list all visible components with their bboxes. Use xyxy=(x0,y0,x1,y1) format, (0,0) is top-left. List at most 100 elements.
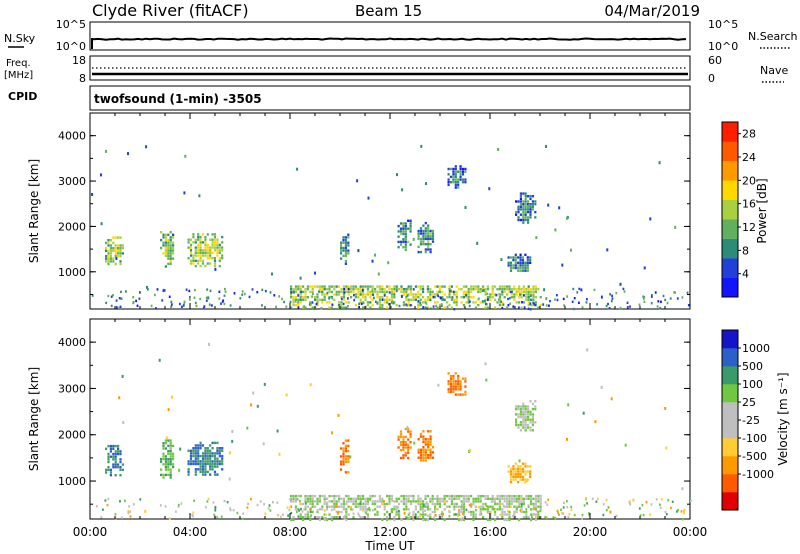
y-tick-label: 2000 xyxy=(58,220,86,233)
y-tick-label: 1000 xyxy=(58,475,86,488)
power-colorbar-swatch xyxy=(722,160,738,181)
frequency-panel: Freq. [MHz] 18 8 60 0 Nave xyxy=(4,54,788,85)
time-axis: 00:00 04:00 08:00 12:00 16:00 20:00 00:00 xyxy=(73,525,708,539)
power-colorbar-tick: 16 xyxy=(742,198,756,211)
velocity-panel: 4000 3000 2000 1000 Slant Range [km] 1000 50… xyxy=(27,318,790,522)
noise-panel: N.Sky 10^5 10^0 10^5 10^0 N.Search xyxy=(4,18,798,53)
x-tick-label: 08:00 xyxy=(273,525,308,539)
cpid-panel: CPID twofsound (1-min) -3505 xyxy=(8,85,691,111)
freq-left-tick-top: 18 xyxy=(72,54,86,67)
power-colorbar-tick: 24 xyxy=(742,151,756,164)
velocity-colorbar-tick: -500 xyxy=(742,450,767,463)
echo-region-1 xyxy=(160,439,175,479)
velocity-ylabel: Slant Range [km] xyxy=(27,367,41,471)
nave-right-tick-top: 60 xyxy=(708,54,722,67)
echo-region-2 xyxy=(187,441,224,476)
echo-region-6 xyxy=(447,372,467,396)
power-panel: 4000 3000 2000 1000 Slant Range [km] 28 24 20… xyxy=(27,112,769,311)
velocity-colorbar-swatch xyxy=(722,420,738,439)
power-colorbar-swatch xyxy=(722,122,738,142)
power-colorbar-tick: 12 xyxy=(742,221,756,234)
echo-region-9 xyxy=(290,494,542,522)
y-tick-label: 2000 xyxy=(58,429,86,442)
time-axis-label: Time UT xyxy=(364,539,415,553)
freq-left-tick-bottom: 8 xyxy=(79,72,86,85)
x-tick-label: 00:00 xyxy=(673,525,708,539)
power-colorbar-swatch xyxy=(722,258,738,278)
velocity-colorbar-swatch xyxy=(722,492,738,511)
velocity-colorbar-swatch xyxy=(722,474,738,493)
power-colorbar: 28 24 20 16 12 8 4 xyxy=(721,121,756,298)
velocity-colorbar-swatch xyxy=(722,438,738,457)
power-y-axis: 4000 3000 2000 1000 xyxy=(58,113,691,309)
velocity-data-layer xyxy=(95,342,692,522)
scattered-echoes xyxy=(95,342,692,521)
velocity-colorbar-tick: 25 xyxy=(742,396,756,409)
x-tick-label: 16:00 xyxy=(473,525,508,539)
velocity-colorbar-tick: -1000 xyxy=(742,468,774,481)
nave-right-tick-bottom: 0 xyxy=(708,72,715,85)
velocity-colorbar-swatch xyxy=(722,384,738,403)
y-tick-label: 3000 xyxy=(58,382,86,395)
velocity-colorbar: 1000 500 100 25 -25 -100 -500 -1000 xyxy=(721,329,774,511)
power-data-layer xyxy=(91,144,690,311)
power-colorbar-tick: 28 xyxy=(742,128,756,141)
station-title: Clyde River (fitACF) xyxy=(92,1,249,20)
velocity-colorbar-swatch xyxy=(722,366,738,385)
velocity-colorbar-tick: 1000 xyxy=(742,342,770,355)
power-colorbar-swatch xyxy=(722,238,738,259)
power-colorbar-swatch xyxy=(722,277,738,298)
echo-region-4 xyxy=(397,219,412,252)
noise-right-tick-top: 10^5 xyxy=(708,18,738,31)
x-tick-label: 04:00 xyxy=(173,525,208,539)
echo-region-1 xyxy=(160,231,175,268)
cpid-label: CPID xyxy=(8,90,37,103)
noise-search-label: N.Search xyxy=(748,30,798,43)
x-tick-label: 00:00 xyxy=(73,525,108,539)
velocity-y-axis: 4000 3000 2000 1000 xyxy=(58,319,691,519)
noise-left-tick-bottom: 10^0 xyxy=(56,40,86,53)
y-tick-label: 4000 xyxy=(58,336,86,349)
velocity-colorbar-swatch xyxy=(722,456,738,475)
power-colorbar-swatch xyxy=(722,180,738,200)
echo-region-0 xyxy=(105,444,124,477)
velocity-colorbar-tick: -25 xyxy=(742,414,760,427)
echo-region-7 xyxy=(507,462,532,484)
echo-region-5 xyxy=(417,221,435,254)
cpid-text: twofsound (1-min) -3505 xyxy=(94,92,262,106)
noise-left-tick-top: 10^5 xyxy=(56,18,86,31)
echo-region-4 xyxy=(397,427,412,460)
echo-region-0 xyxy=(105,236,124,266)
noise-sky-trace xyxy=(91,37,687,41)
power-colorbar-tick: 4 xyxy=(742,268,749,281)
power-ylabel: Slant Range [km] xyxy=(27,159,41,263)
echo-region-7 xyxy=(507,253,532,272)
velocity-colorbar-tick: 500 xyxy=(742,360,763,373)
echo-region-9 xyxy=(290,285,542,309)
power-colorbar-swatch xyxy=(722,199,738,220)
echo-region-8 xyxy=(515,400,537,432)
noise-right-tick-bottom: 10^0 xyxy=(708,40,738,53)
echo-region-3 xyxy=(340,233,350,265)
echo-region-3 xyxy=(340,439,350,474)
echo-region-2 xyxy=(187,233,224,268)
velocity-colorbar-tick: -100 xyxy=(742,432,767,445)
nave-label: Nave xyxy=(760,64,788,77)
power-colorbar-tick: 8 xyxy=(742,244,749,257)
velocity-colorbar-swatch xyxy=(722,330,738,349)
velocity-colorbar-swatch xyxy=(722,402,738,421)
power-colorbar-tick: 20 xyxy=(742,174,756,187)
freq-unit-label: [MHz] xyxy=(4,70,33,81)
date-title: 04/Mar/2019 xyxy=(604,2,700,20)
velocity-colorbar-label: Velocity [m s⁻¹] xyxy=(776,372,790,465)
x-tick-label: 12:00 xyxy=(373,525,408,539)
y-tick-label: 1000 xyxy=(58,266,86,279)
echo-region-5 xyxy=(417,430,435,462)
beam-title: Beam 15 xyxy=(355,2,422,20)
velocity-colorbar-swatch xyxy=(722,348,738,367)
velocity-colorbar-tick: 100 xyxy=(742,378,763,391)
freq-label: Freq. xyxy=(6,58,31,69)
power-colorbar-label: Power [dB] xyxy=(755,178,769,243)
y-tick-label: 4000 xyxy=(58,130,86,143)
